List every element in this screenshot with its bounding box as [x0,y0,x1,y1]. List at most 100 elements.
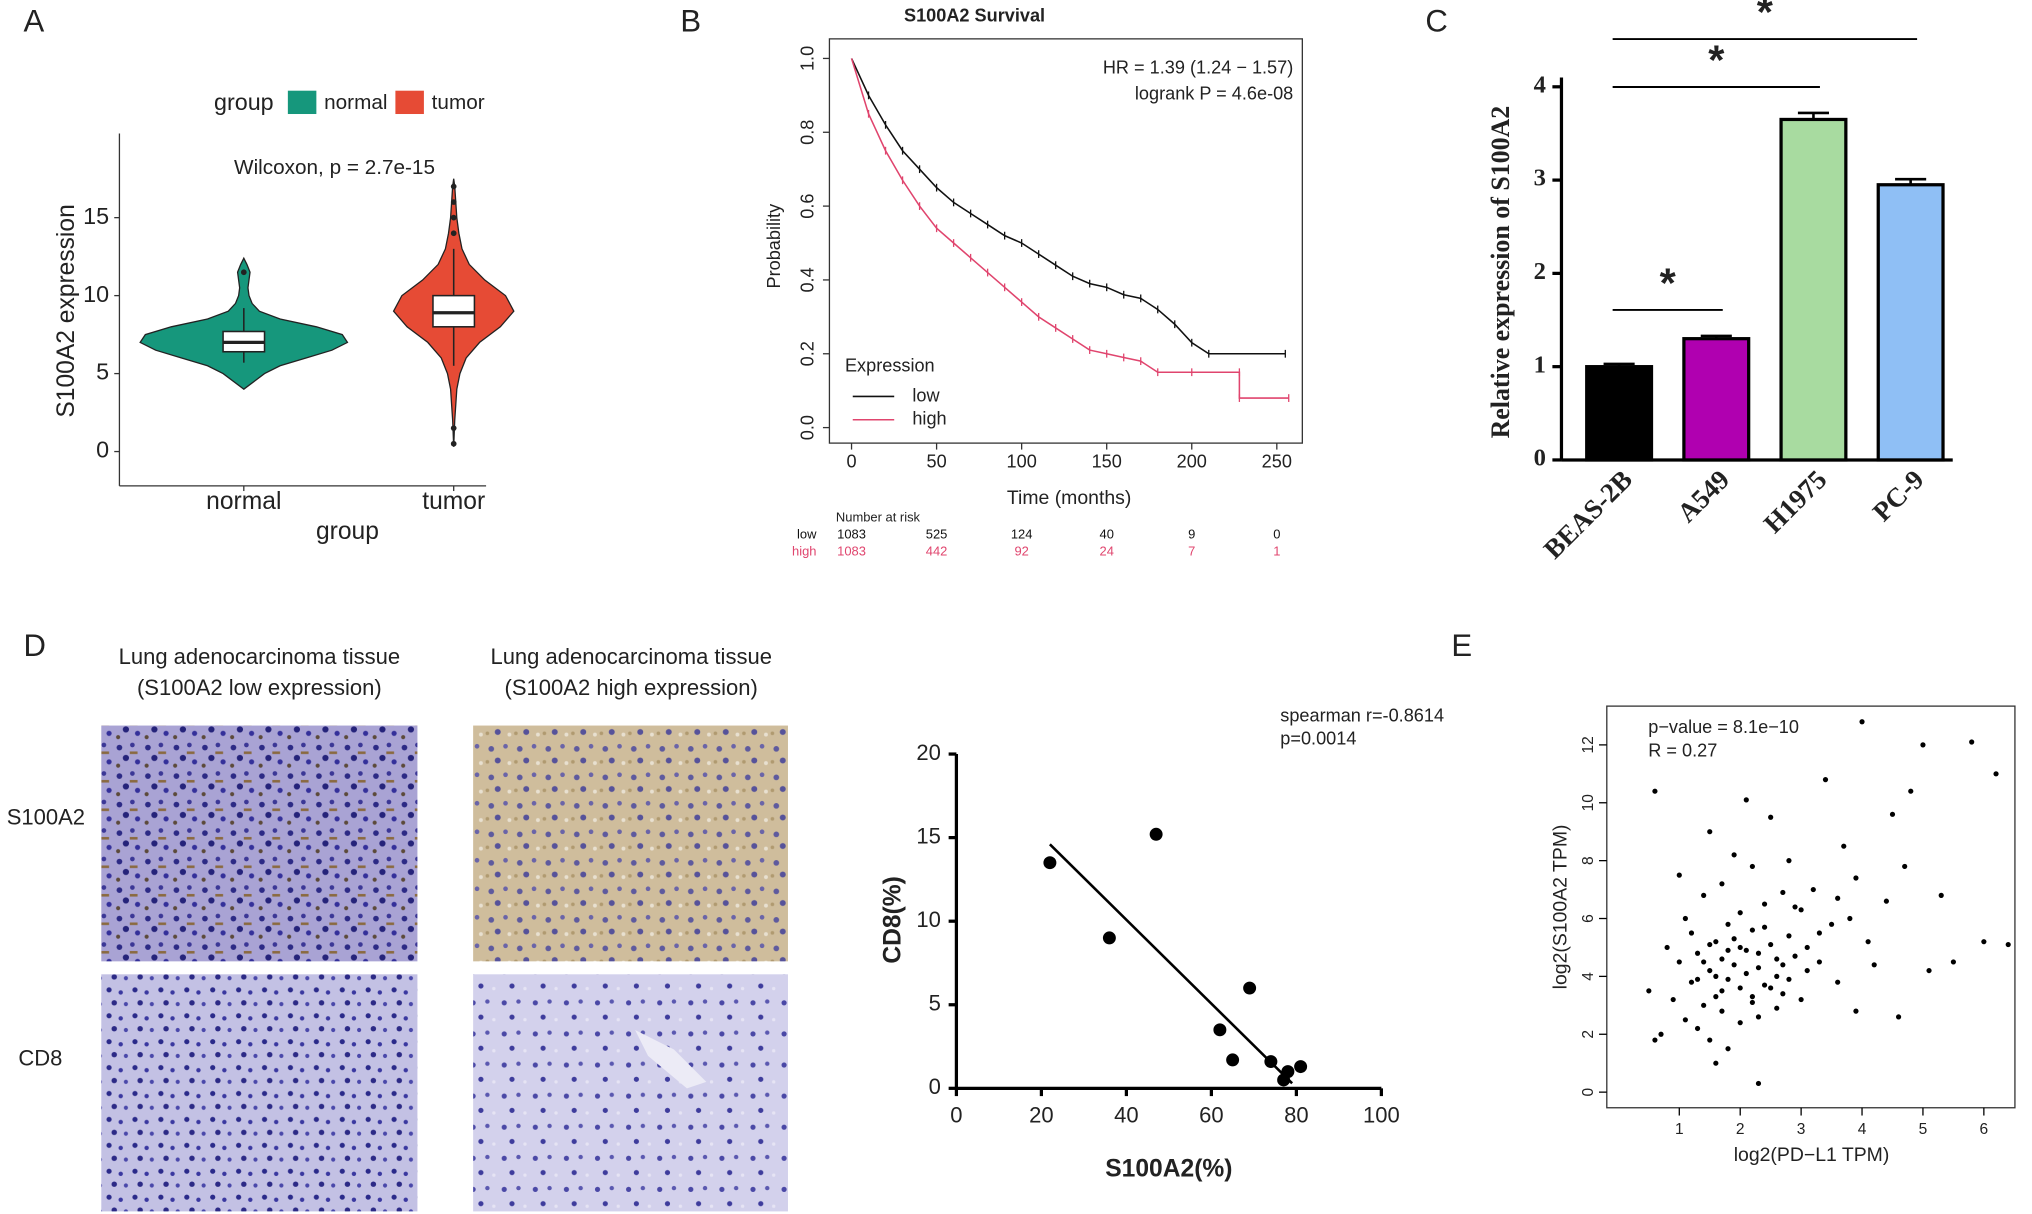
annotation: p−value = 8.1e−10 [1648,717,1799,737]
point [1243,981,1257,995]
y-tick-label: 0 [1534,445,1546,472]
point [1993,771,1999,777]
point [1761,901,1768,907]
risk-count: 1083 [837,543,866,558]
panel-d-images [101,725,788,1212]
point [1694,1025,1701,1032]
point [1816,930,1822,936]
point [1926,968,1932,974]
point [1725,1046,1731,1052]
x-tick-label: 100 [1363,1103,1400,1128]
point [1889,811,1896,817]
y-tick-label: 8 [1580,856,1597,865]
outlier [240,269,247,276]
point [1755,1014,1762,1020]
x-tick-label: 40 [1114,1103,1139,1128]
point [1682,915,1688,922]
point [1719,1008,1725,1014]
point [1798,907,1804,913]
point [1780,962,1786,968]
chart-title: S100A2 Survival [904,6,1045,26]
x-tick-label: 0 [846,451,856,471]
y-axis-label: Relative expression of S100A2 [1486,106,1515,439]
point [1658,1031,1664,1037]
point [1713,1060,1719,1066]
point [1725,947,1731,953]
y-tick-label: 0.0 [797,415,817,440]
point [1682,1017,1688,1023]
x-tick-label: BEAS-2B [1538,464,1638,564]
point [1786,976,1792,982]
annotation: Wilcoxon, p = 2.7e-15 [234,156,435,179]
point [1676,872,1682,878]
y-tick-label: 1.0 [797,46,817,71]
point [1719,988,1725,994]
risk-row-label: low [797,527,817,542]
x-tick-label: 250 [1262,451,1292,471]
outlier [450,230,457,237]
x-axis-label: Time (months) [1007,487,1131,509]
x-tick-label: H1975 [1758,464,1833,539]
x-tick-label: 2 [1736,1121,1745,1138]
y-tick-label: 10 [916,907,940,932]
annotation: logrank P = 4.6e-08 [1135,83,1293,103]
point [1774,1005,1780,1011]
legend-label: high [912,409,946,429]
x-tick-label: 100 [1007,451,1037,471]
point [1743,797,1749,803]
point [1213,1023,1227,1037]
column-title: (S100A2 low expression) [137,675,382,700]
point [1664,944,1670,951]
significance-label: * [1708,37,1725,84]
significance-label: * [1757,0,1774,36]
y-tick-label: 4 [1534,71,1546,98]
x-tick-label: 6 [1980,1121,1989,1138]
point [1688,979,1695,985]
fit-line [1048,843,1294,1085]
point [1908,788,1914,794]
point [1792,953,1798,959]
point [1761,924,1768,930]
risk-count: 24 [1100,543,1114,558]
y-tick-label: 10 [1580,794,1597,812]
x-tick-label: 150 [1092,451,1122,471]
x-tick-label: 20 [1029,1103,1054,1128]
y-tick-label: 0 [929,1074,941,1099]
point [1865,939,1871,945]
survival-curve [850,58,1289,399]
y-tick-label: 0 [96,437,109,463]
x-tick-label: 80 [1284,1103,1309,1128]
point [1719,881,1725,887]
x-tick-label: 60 [1199,1103,1224,1128]
tissue-image [101,725,418,962]
point [1780,889,1786,896]
point [1694,950,1701,956]
point [1774,956,1780,962]
point [1853,875,1859,881]
risk-count: 124 [1011,527,1033,542]
y-tick-label: 2 [1580,1030,1597,1039]
panel-label: B [680,4,701,39]
y-tick-label: 1 [1534,351,1546,378]
point [1701,892,1707,898]
y-tick-label: 4 [1580,972,1597,981]
point [1774,973,1780,979]
point [1786,933,1792,939]
point [1798,996,1804,1003]
risk-count: 525 [926,527,948,542]
point [1719,956,1725,962]
row-label: CD8 [18,1046,62,1071]
point [1701,959,1707,965]
point [1731,852,1737,858]
x-tick-label: normal [206,488,281,515]
point [1713,939,1719,945]
point [1853,1008,1859,1014]
point [1707,829,1713,835]
point [1755,965,1762,971]
point [1804,968,1810,974]
point [1737,1020,1743,1026]
point [1871,962,1877,968]
point [1810,886,1816,893]
tissue-image [473,725,788,962]
